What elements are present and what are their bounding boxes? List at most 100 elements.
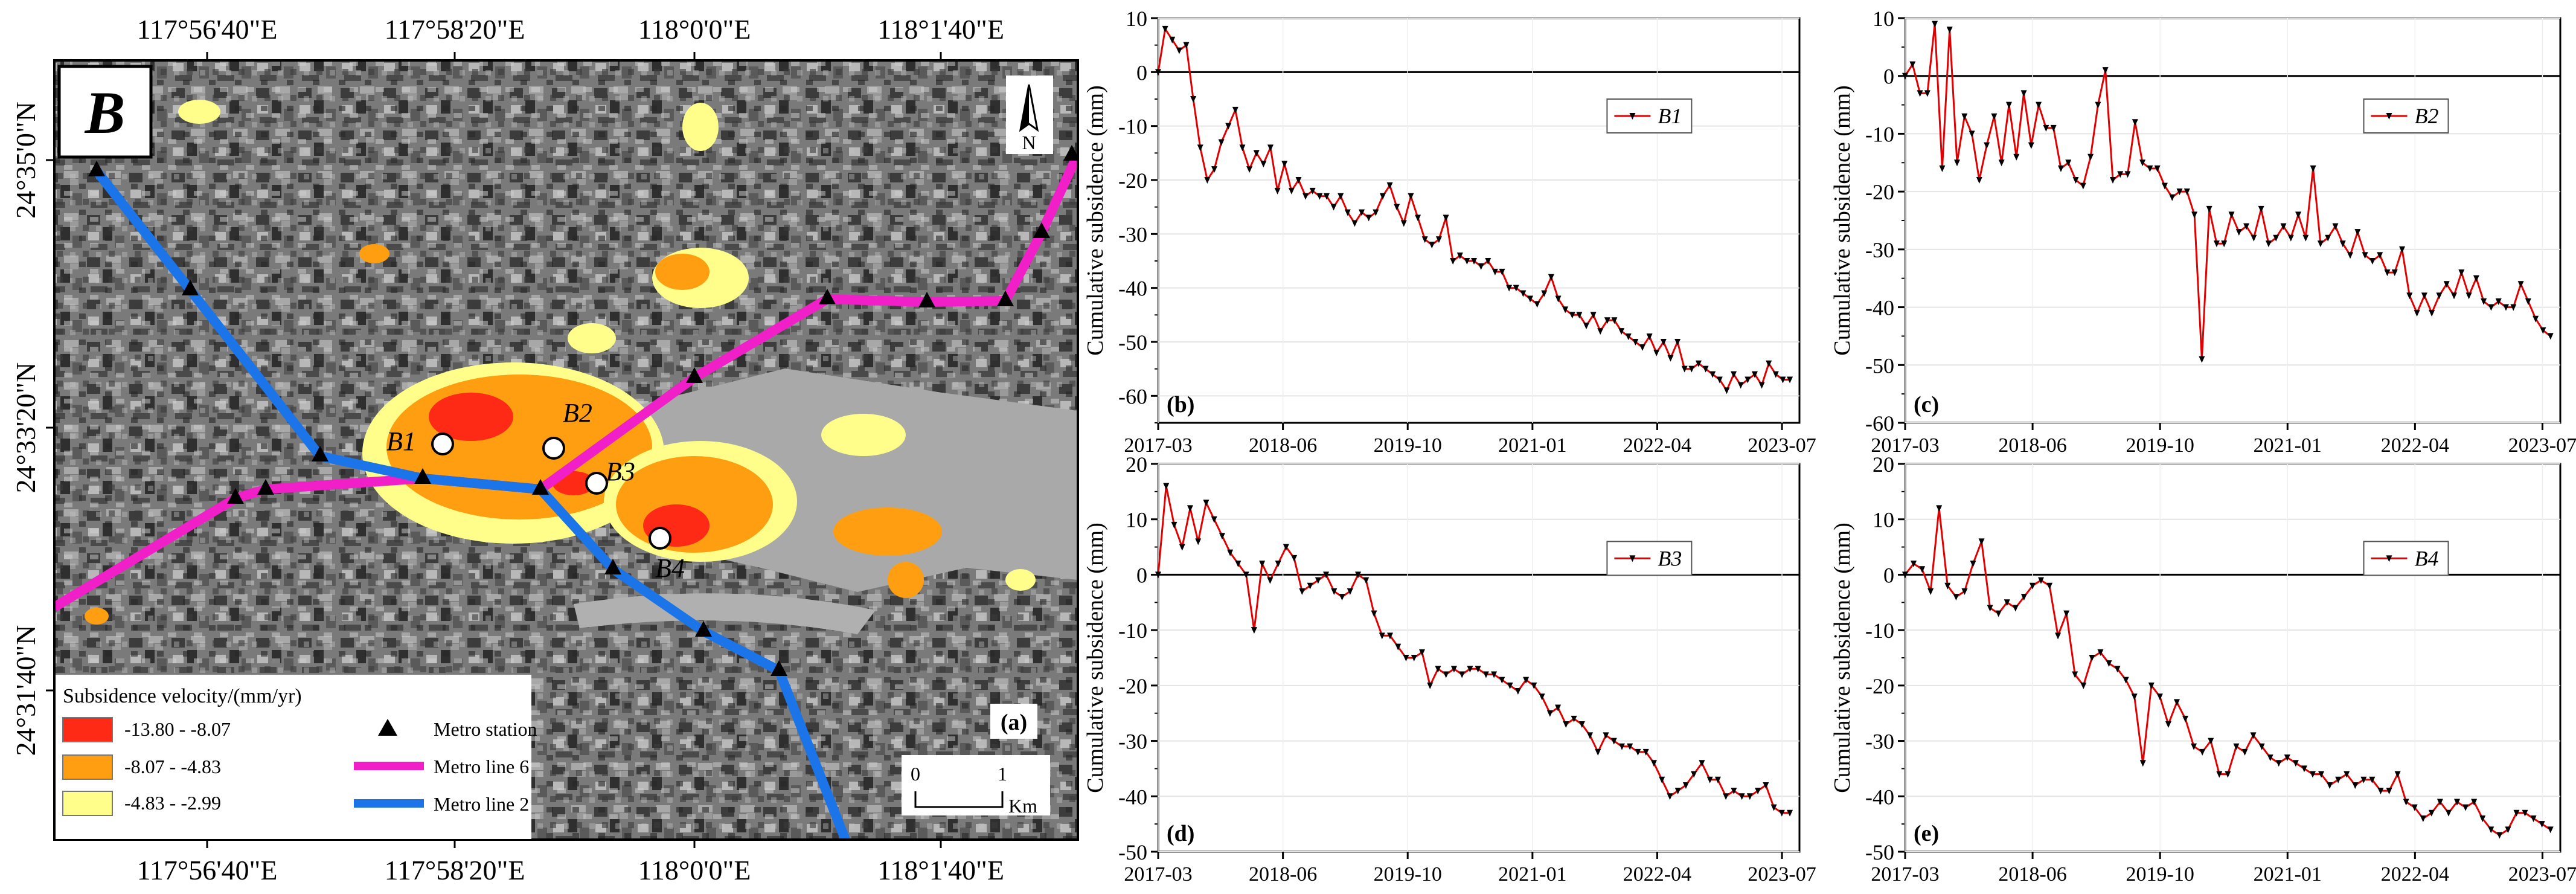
y-tick-label: -60 <box>1118 384 1147 408</box>
x-tick-label: 2017-03 <box>1871 863 1939 886</box>
data-point <box>2165 721 2171 728</box>
lat-tick: 24°35'0"N <box>10 101 41 219</box>
data-point <box>2147 165 2153 172</box>
data-point <box>2102 67 2109 74</box>
data-point <box>1204 177 1211 184</box>
data-point <box>1569 312 1575 319</box>
legend-series-label: B3 <box>1658 546 1682 570</box>
y-tick-label: 20 <box>1126 452 1147 477</box>
x-tick-label: 2022-04 <box>2381 863 2449 886</box>
data-point <box>2123 677 2129 684</box>
data-point <box>1291 555 1298 562</box>
data-point <box>1283 544 1289 551</box>
data-point <box>1927 588 1934 595</box>
y-tick-label: -10 <box>1865 619 1894 643</box>
data-point <box>2325 234 2331 242</box>
data-point <box>2344 771 2350 778</box>
data-point <box>2384 269 2391 277</box>
lon-tick-bottom: 118°1'40"E <box>877 855 1004 886</box>
data-point <box>1195 538 1202 545</box>
data-point <box>1176 47 1182 54</box>
data-point <box>1778 809 1785 817</box>
y-tick-label: 10 <box>1126 508 1147 532</box>
data-point <box>1211 516 1217 523</box>
data-point <box>1970 561 1976 568</box>
y-axis-label: Cumulative subsidence (mm) <box>1830 523 1855 793</box>
data-point <box>2317 240 2324 248</box>
data-point <box>1203 500 1210 507</box>
data-point <box>2020 90 2027 97</box>
data-point <box>1373 209 1379 216</box>
data-point <box>2109 177 2116 184</box>
data-point <box>2318 771 2325 778</box>
metro-station <box>997 291 1014 306</box>
legend-series-label: B2 <box>2415 104 2439 128</box>
data-point <box>1702 365 1709 373</box>
data-point <box>1235 561 1242 568</box>
y-tick-label: -20 <box>1118 169 1147 193</box>
legend-station-icon <box>378 719 397 736</box>
data-point <box>2496 832 2503 839</box>
data-point <box>2332 223 2339 230</box>
data-point <box>1485 258 1491 265</box>
data-point <box>1531 682 1537 689</box>
data-point <box>2445 809 2452 817</box>
data-point <box>1363 577 1370 584</box>
data-point <box>2510 304 2517 311</box>
x-tick-label: 2023-07 <box>1748 434 1816 457</box>
data-point <box>2004 599 2010 606</box>
data-point <box>1770 804 1777 811</box>
metro-station <box>1063 145 1078 161</box>
data-point <box>2072 671 2078 678</box>
data-point <box>1772 371 1779 378</box>
lon-tick-top: 117°58'20"E <box>385 14 525 45</box>
data-point <box>1911 561 1917 568</box>
data-point <box>2184 188 2190 196</box>
legend-station-label: Metro station <box>434 718 537 740</box>
data-point <box>1650 760 1657 767</box>
data-point <box>1924 90 1930 97</box>
data-point <box>1418 649 1425 656</box>
data-point <box>2063 610 2070 617</box>
data-point <box>1731 788 1737 795</box>
data-point <box>2241 748 2248 756</box>
x-tick-label: 2023-07 <box>2508 434 2576 457</box>
data-point <box>2360 776 2367 783</box>
legend-line2-label: Metro line 2 <box>434 793 529 815</box>
data-point <box>2284 754 2290 762</box>
data-point <box>1331 588 1338 595</box>
data-point <box>1475 666 1481 673</box>
data-point <box>1187 505 1193 512</box>
plot-area <box>1157 463 1801 853</box>
data-point <box>2250 732 2257 739</box>
data-point <box>1902 571 1908 579</box>
y-tick-label: -40 <box>1118 277 1147 301</box>
metro-station <box>918 292 935 307</box>
data-point <box>1625 333 1632 341</box>
data-point <box>2213 240 2220 248</box>
y-tick-label: -30 <box>1865 238 1894 262</box>
legend-swatch-mid <box>62 754 113 780</box>
data-point <box>1450 258 1456 265</box>
legend-swatch-low <box>62 791 113 816</box>
data-point <box>1627 743 1633 750</box>
legend-class-mid: -8.07 - -4.83 <box>124 756 221 777</box>
y-tick-label: 0 <box>1136 60 1147 85</box>
data-point <box>2275 760 2282 767</box>
data-point <box>1610 738 1617 745</box>
data-point <box>1218 139 1225 146</box>
data-point <box>1347 588 1353 595</box>
data-point <box>1491 671 1498 678</box>
data-point <box>2403 799 2409 806</box>
data-point <box>1467 666 1473 673</box>
y-tick-label: 0 <box>1136 563 1147 587</box>
y-tick-label: -20 <box>1865 180 1894 204</box>
data-point <box>2243 223 2250 230</box>
data-point <box>2399 246 2406 253</box>
data-point <box>1411 655 1417 661</box>
data-point <box>1578 721 1585 728</box>
data-point <box>1571 715 1577 722</box>
data-point <box>2488 826 2494 834</box>
